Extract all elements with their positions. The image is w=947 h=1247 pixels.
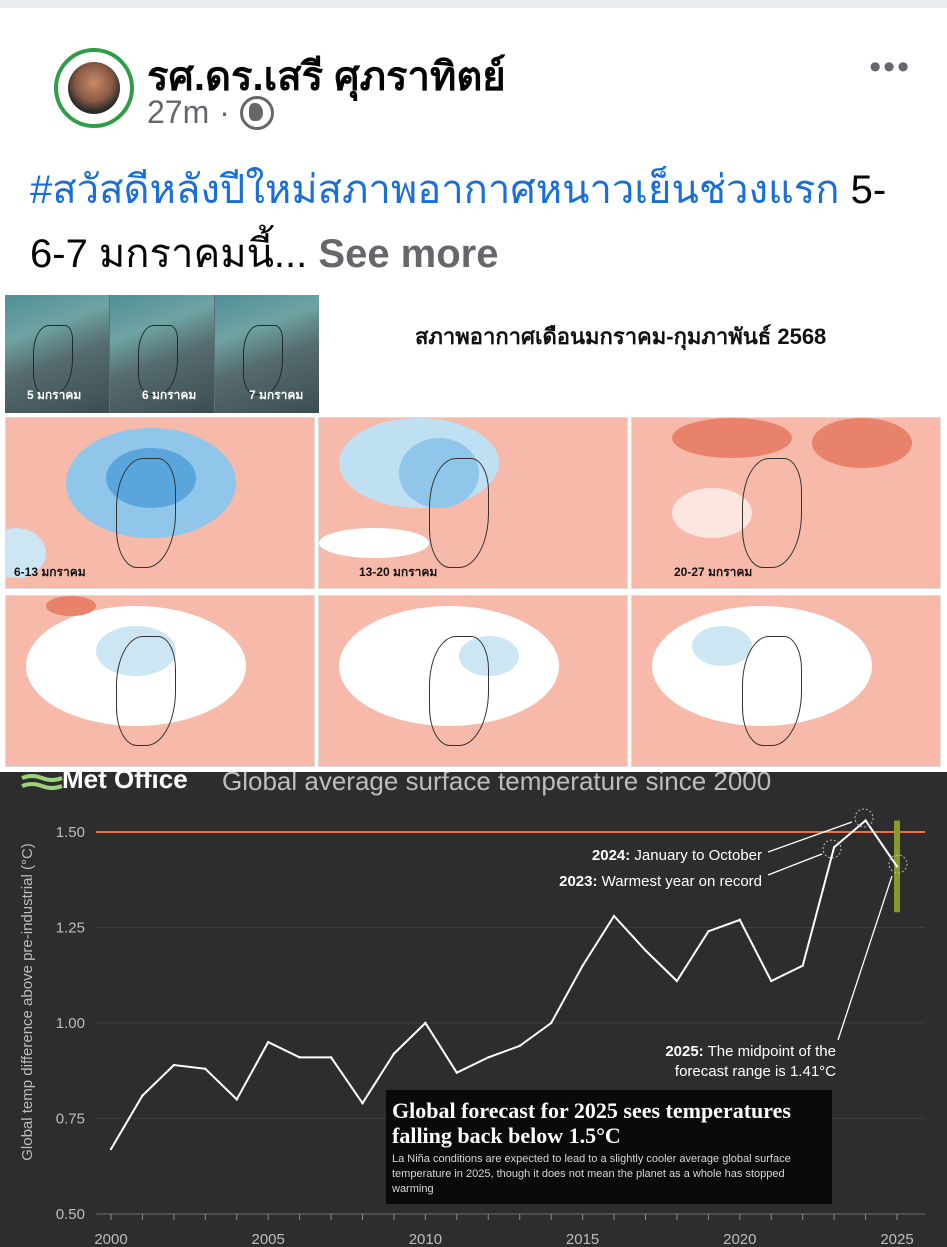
data-point xyxy=(801,964,804,967)
data-point xyxy=(204,1067,207,1071)
anomaly-map xyxy=(5,595,315,767)
data-point xyxy=(392,1052,396,1055)
post-time[interactable]: 27m xyxy=(147,94,210,130)
annotation-arrow xyxy=(767,853,823,876)
avatar[interactable] xyxy=(54,48,134,128)
temperature-series-line xyxy=(110,819,898,1150)
data-point xyxy=(172,1063,176,1067)
data-point xyxy=(455,1071,459,1074)
see-more-button[interactable]: See more xyxy=(318,232,499,276)
data-point xyxy=(675,979,679,983)
feed-divider xyxy=(0,0,947,8)
satellite-panel: 7 มกราคม xyxy=(215,295,319,413)
post-text: #สวัสดีหลังปีใหม่สภาพอากาศหนาวเย็นช่วงแร… xyxy=(30,158,910,286)
y-tick-label: 1.00 xyxy=(56,1015,85,1032)
satellite-label: 6 มกราคม xyxy=(142,388,197,402)
y-tick-label: 0.50 xyxy=(56,1206,85,1223)
x-tick-label: 2025 xyxy=(880,1231,913,1247)
post-header: รศ.ดร.เสรี ศุภราทิตย์ 27m · ••• xyxy=(0,8,947,140)
annotation-arrow xyxy=(767,821,853,853)
anomaly-map xyxy=(631,595,941,767)
data-point xyxy=(235,1098,238,1101)
satellite-strip: 5 มกราคม 6 มกราคม 7 มกราคม xyxy=(5,295,319,413)
x-tick-label: 2020 xyxy=(723,1231,756,1247)
anomaly-map-grid: 6-13 มกราคม 13-20 มกราคม 20-27 มกราคม xyxy=(5,417,942,769)
data-point xyxy=(109,1147,113,1151)
data-point xyxy=(581,964,584,967)
post-body-text: 5-6-7 มกราคมนี้... xyxy=(30,168,887,276)
highlight-2024 xyxy=(854,808,874,828)
data-point xyxy=(612,914,616,918)
callout-headline: Global forecast for 2025 sees temperatur… xyxy=(392,1098,791,1148)
y-tick-label: 0.75 xyxy=(56,1111,85,1128)
data-point xyxy=(738,918,741,922)
annotation-2024: 2024: January to October xyxy=(592,847,762,864)
map-label: 13-20 มกราคม xyxy=(359,565,438,579)
anomaly-map xyxy=(318,595,628,767)
satellite-label: 7 มกราคม xyxy=(249,388,304,402)
data-point xyxy=(707,930,710,933)
satellite-label: 5 มกราคม xyxy=(27,388,82,402)
annotation-2023: 2023: Warmest year on record xyxy=(559,873,762,890)
profile-photo xyxy=(68,62,120,114)
data-point xyxy=(644,949,647,952)
x-tick-label: 2015 xyxy=(566,1231,599,1247)
forecast-callout: Global forecast for 2025 sees temperatur… xyxy=(386,1090,832,1204)
x-tick-label: 2010 xyxy=(409,1231,442,1247)
anomaly-map: 13-20 มกราคม xyxy=(318,417,628,589)
x-tick-label: 2005 xyxy=(252,1231,285,1247)
data-point xyxy=(267,1040,270,1044)
globe-icon[interactable] xyxy=(239,95,274,130)
meta-separator: · xyxy=(219,94,230,130)
data-point xyxy=(141,1094,144,1097)
map-label: 20-27 มกราคม xyxy=(674,565,753,579)
data-point xyxy=(487,1056,490,1059)
satellite-panel: 5 มกราคม xyxy=(5,295,109,413)
y-tick-label: 1.50 xyxy=(56,824,85,841)
y-tick-label: 1.25 xyxy=(56,920,85,937)
met-office-chart[interactable]: Met Office Global average surface temper… xyxy=(0,772,947,1247)
map-label: 6-13 มกราคม xyxy=(14,565,86,579)
satellite-panel: 6 มกราคม xyxy=(110,295,214,413)
data-point xyxy=(549,1021,553,1025)
highlight-2025 xyxy=(888,854,908,874)
y-axis-label: Global temp difference above pre-industr… xyxy=(19,843,36,1161)
brand-logo: Met Office xyxy=(21,772,188,794)
post-meta: 27m · xyxy=(147,94,274,131)
brand-name: Met Office xyxy=(62,772,188,794)
data-point xyxy=(770,979,773,983)
more-options-button[interactable]: ••• xyxy=(869,48,911,86)
data-point xyxy=(361,1102,364,1105)
callout-body: La Niña conditions are expected to lead … xyxy=(392,1153,791,1195)
data-point xyxy=(424,1021,427,1025)
data-point xyxy=(329,1056,333,1059)
highlight-2023 xyxy=(822,839,842,859)
data-point xyxy=(298,1056,301,1059)
data-point xyxy=(864,819,867,822)
chart-title: Global average surface temperature since… xyxy=(222,772,771,796)
data-point xyxy=(518,1044,521,1048)
hashtag-link[interactable]: #สวัสดีหลังปีใหม่สภาพอากาศหนาวเย็นช่วงแร… xyxy=(30,168,840,212)
anomaly-map: 6-13 มกราคม xyxy=(5,417,315,589)
data-point xyxy=(832,846,836,849)
annotation-2025-line2: forecast range is 1.41°C xyxy=(675,1063,836,1080)
data-point xyxy=(895,865,899,868)
chart-svg: Met Office Global average surface temper… xyxy=(19,772,925,1247)
x-tick-label: 2000 xyxy=(94,1231,127,1247)
anomaly-map: 20-27 มกราคม xyxy=(631,417,941,589)
author-name[interactable]: รศ.ดร.เสรี ศุภราทิตย์ xyxy=(147,55,506,99)
forecast-image[interactable]: 5 มกราคม 6 มกราคม 7 มกราคม สภาพอากาศเดือ… xyxy=(0,295,947,770)
forecast-title: สภาพอากาศเดือนมกราคม-กุมภาพันธ์ 2568 xyxy=(415,324,827,349)
annotation-arrow xyxy=(837,875,893,1041)
annotation-2025: 2025: The midpoint of the xyxy=(665,1043,836,1060)
